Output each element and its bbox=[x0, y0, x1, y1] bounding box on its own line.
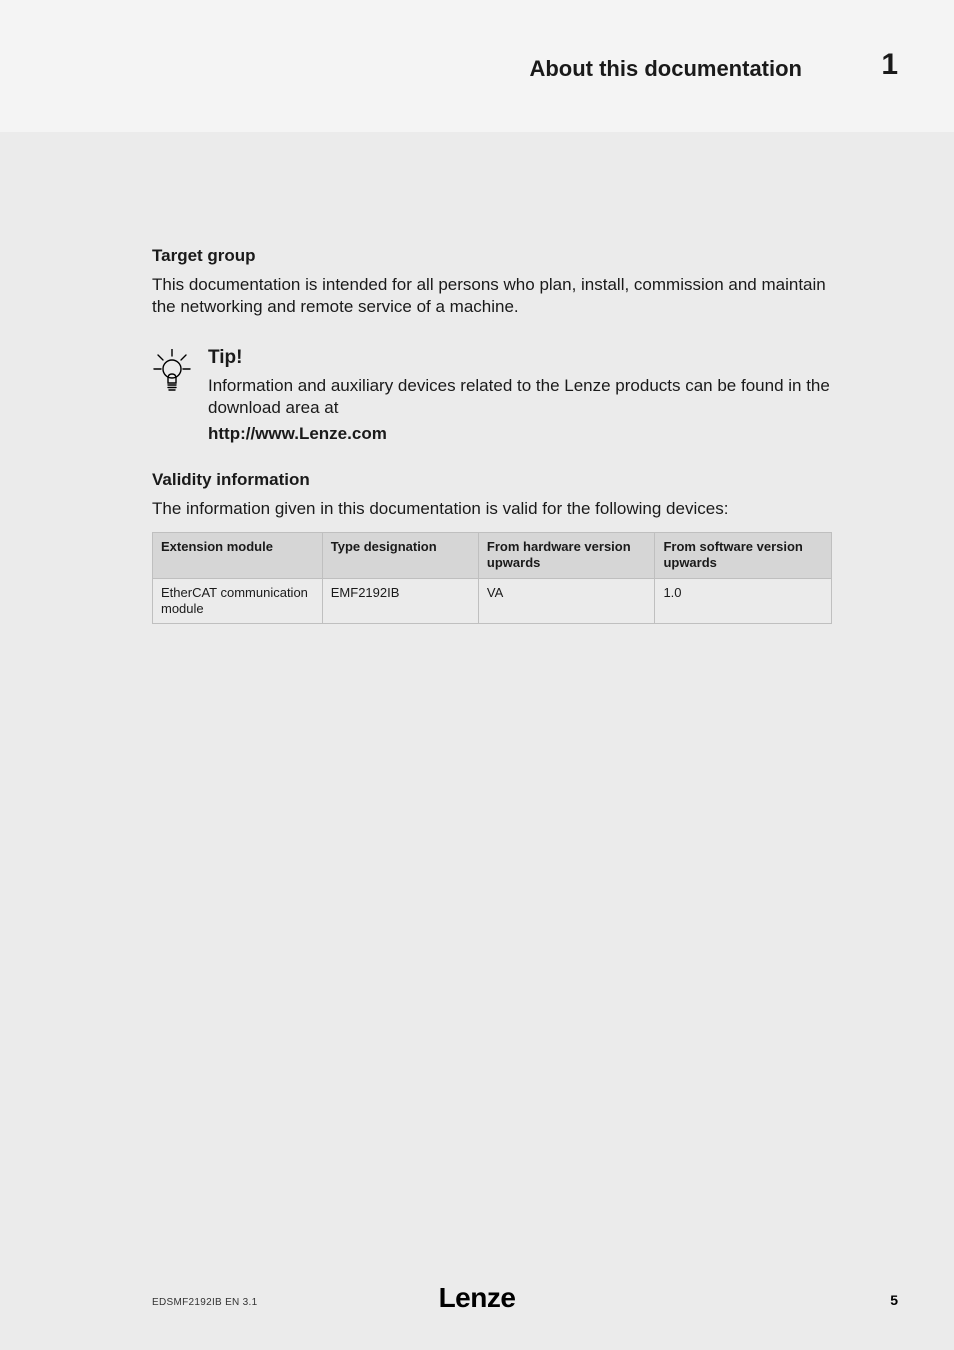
validity-heading: Validity information bbox=[152, 470, 832, 490]
validity-table: Extension module Type designation From h… bbox=[152, 532, 832, 624]
table-cell: 1.0 bbox=[655, 578, 832, 624]
content-region: Target group This documentation is inten… bbox=[152, 246, 832, 624]
footer-page-number: 5 bbox=[890, 1292, 898, 1308]
tip-heading: Tip! bbox=[208, 347, 832, 369]
tip-block: Tip! Information and auxiliary devices r… bbox=[152, 347, 832, 444]
table-header-cell: Extension module bbox=[153, 533, 323, 579]
target-group-heading: Target group bbox=[152, 246, 832, 266]
header-band bbox=[0, 0, 954, 132]
tip-url: http://www.Lenze.com bbox=[208, 424, 832, 444]
lightbulb-idea-icon bbox=[152, 347, 208, 398]
tip-text: Information and auxiliary devices relate… bbox=[208, 375, 832, 420]
table-cell: VA bbox=[478, 578, 655, 624]
footer-docref: EDSMF2192IB EN 3.1 bbox=[152, 1297, 257, 1308]
table-cell: EtherCAT communication module bbox=[153, 578, 323, 624]
table-header-cell: Type designation bbox=[322, 533, 478, 579]
footer: EDSMF2192IB EN 3.1 Lenze 5 bbox=[0, 1278, 954, 1308]
table-header-row: Extension module Type designation From h… bbox=[153, 533, 832, 579]
target-group-text: This documentation is intended for all p… bbox=[152, 274, 832, 319]
footer-logo: Lenze bbox=[439, 1282, 516, 1314]
table-header-cell: From hardware version upwards bbox=[478, 533, 655, 579]
tip-body: Tip! Information and auxiliary devices r… bbox=[208, 347, 832, 444]
table-header-cell: From software version upwards bbox=[655, 533, 832, 579]
table-cell: EMF2192IB bbox=[322, 578, 478, 624]
page-background bbox=[0, 0, 954, 1350]
chapter-title: About this documentation bbox=[529, 56, 802, 82]
validity-intro: The information given in this documentat… bbox=[152, 498, 832, 520]
table-row: EtherCAT communication module EMF2192IB … bbox=[153, 578, 832, 624]
chapter-number: 1 bbox=[881, 48, 898, 82]
